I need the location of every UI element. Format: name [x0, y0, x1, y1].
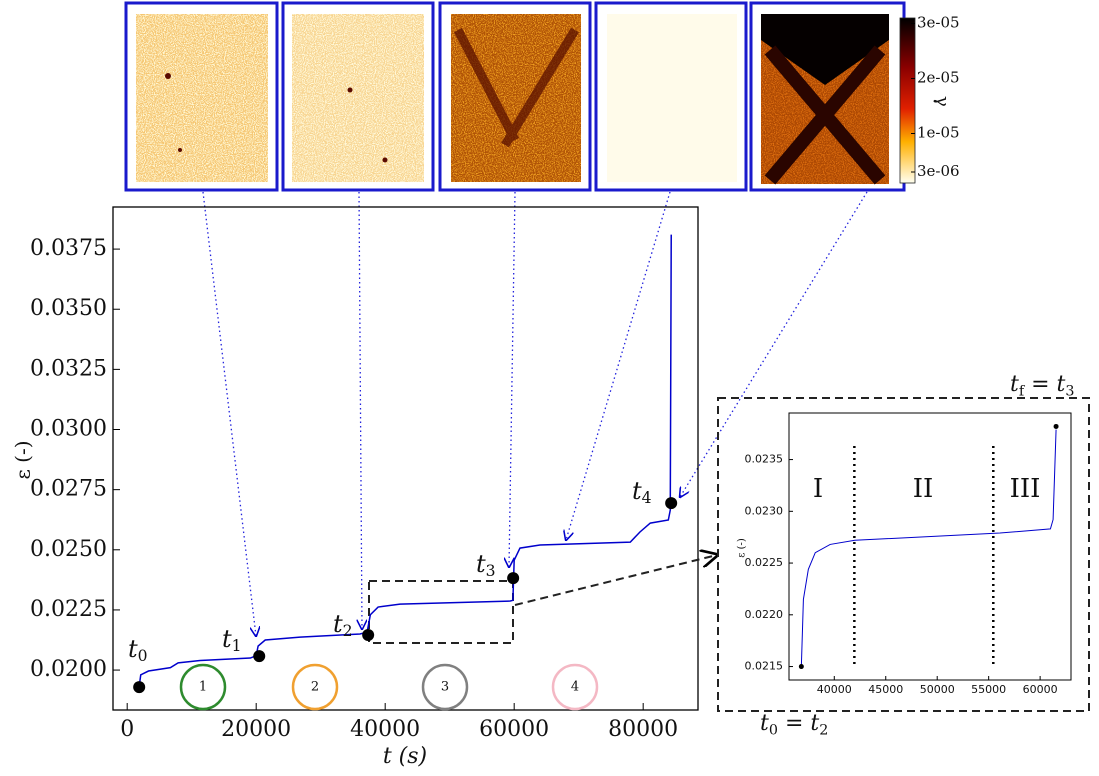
x-tick-label: 55000: [971, 683, 1006, 696]
annotation-text: t: [476, 550, 486, 578]
phase-label: 2: [311, 680, 319, 695]
map-spot: [178, 148, 182, 152]
x-tick-label: 80000: [608, 717, 678, 742]
annotation: t2: [333, 610, 353, 641]
annotation: t1: [222, 625, 242, 656]
point: [665, 497, 677, 509]
zoom-link: [515, 555, 717, 605]
phase-label: 4: [571, 680, 579, 695]
annotation-sub: 4: [642, 489, 652, 507]
y-tick-label: 0.0200: [30, 657, 107, 682]
annotation-text: t: [333, 610, 343, 638]
y-tick-label: 0.0230: [745, 504, 784, 517]
x-tick-label: 0: [120, 717, 134, 742]
y-tick-label: 0.0220: [745, 608, 784, 621]
y-tick-label: 0.0350: [30, 296, 107, 321]
colorbar-tick-label: 1e-05: [917, 124, 960, 142]
x-tick-label: 60000: [1023, 683, 1058, 696]
map-spot: [348, 88, 353, 93]
x-tick-label: 40000: [817, 683, 852, 696]
annotation-text: t: [128, 635, 138, 663]
phase-label: 1: [199, 680, 207, 695]
connector: [680, 192, 867, 497]
annotation: t4: [632, 477, 652, 508]
strain-line: [139, 235, 671, 685]
map-image: [607, 14, 737, 182]
y-axis-label: ε (-): [11, 440, 35, 479]
annotation-sub: 2: [343, 622, 353, 640]
annotation-sub: 2: [819, 723, 828, 739]
connector: [203, 192, 256, 636]
map-spot: [383, 158, 388, 163]
inset-axes: [789, 413, 1071, 680]
y-tick-label: 0.0250: [30, 537, 107, 562]
x-tick-label: 40000: [350, 717, 420, 742]
colorbar-tick-label: 3e-05: [917, 14, 960, 32]
strain-line: [801, 430, 1056, 667]
point: [253, 650, 265, 662]
map-noise: [136, 14, 268, 182]
x-tick-label: 45000: [868, 683, 903, 696]
connectors: [203, 192, 867, 636]
annotation-text: t: [1010, 372, 1019, 397]
colorbar-tick-label: 3e-06: [917, 162, 960, 180]
figure: t (s) ε (-) ε (-) γ 0 20000 40000 60000 8000…: [0, 0, 1099, 776]
y-tick-label: 0.0300: [30, 417, 107, 442]
region-label: II: [913, 474, 934, 504]
map-spot: [165, 73, 171, 79]
point: [362, 629, 374, 641]
y-tick-label: 0.0215: [745, 660, 784, 673]
map-noise: [292, 14, 424, 182]
connector: [359, 192, 362, 629]
point: [1054, 424, 1059, 429]
colorbar-label: γ: [932, 96, 953, 107]
connector: [509, 192, 515, 567]
phase-label: 3: [441, 680, 449, 695]
point: [133, 681, 145, 693]
map-noise: [451, 14, 581, 182]
annotation: t3: [476, 550, 496, 581]
colorbar-tick-label: 2e-05: [917, 69, 960, 87]
inset-y-axis-label: ε (-): [737, 538, 748, 558]
annotation: tf = t3: [1010, 372, 1075, 400]
annotation-text: t: [760, 711, 769, 736]
annotation-sub: 1: [232, 637, 242, 655]
annotation-sub: 3: [1065, 384, 1074, 400]
connector: [566, 192, 670, 540]
annotation-text: = t: [778, 711, 819, 736]
annotation-sub: 3: [486, 562, 496, 580]
colorbar: [900, 18, 915, 183]
x-tick-label: 60000: [479, 717, 549, 742]
annotation: t0: [128, 635, 148, 666]
annotation-text: = t: [1024, 372, 1065, 397]
region-label: III: [1010, 474, 1041, 504]
annotation-text: t: [222, 625, 232, 653]
gamma-maps: [126, 3, 915, 190]
annotation-text: t: [632, 477, 642, 505]
y-tick-label: 0.0275: [30, 477, 107, 502]
y-tick-label: 0.0375: [30, 236, 107, 261]
point: [799, 664, 804, 669]
y-tick-label: 0.0225: [745, 556, 784, 569]
x-tick-label: 20000: [221, 717, 291, 742]
region-label: I: [813, 474, 823, 504]
x-axis-label: t (s): [383, 744, 427, 769]
main-axes: [113, 207, 698, 710]
annotation-sub: 0: [769, 723, 778, 739]
annotation-sub: 0: [138, 647, 148, 665]
y-tick-label: 0.0225: [30, 597, 107, 622]
zoom-box: [369, 581, 513, 643]
y-tick-label: 0.0325: [30, 356, 107, 381]
x-tick-label: 50000: [920, 683, 955, 696]
point: [507, 572, 519, 584]
annotation: t0 = t2: [760, 711, 828, 739]
y-tick-label: 0.0235: [745, 453, 784, 466]
